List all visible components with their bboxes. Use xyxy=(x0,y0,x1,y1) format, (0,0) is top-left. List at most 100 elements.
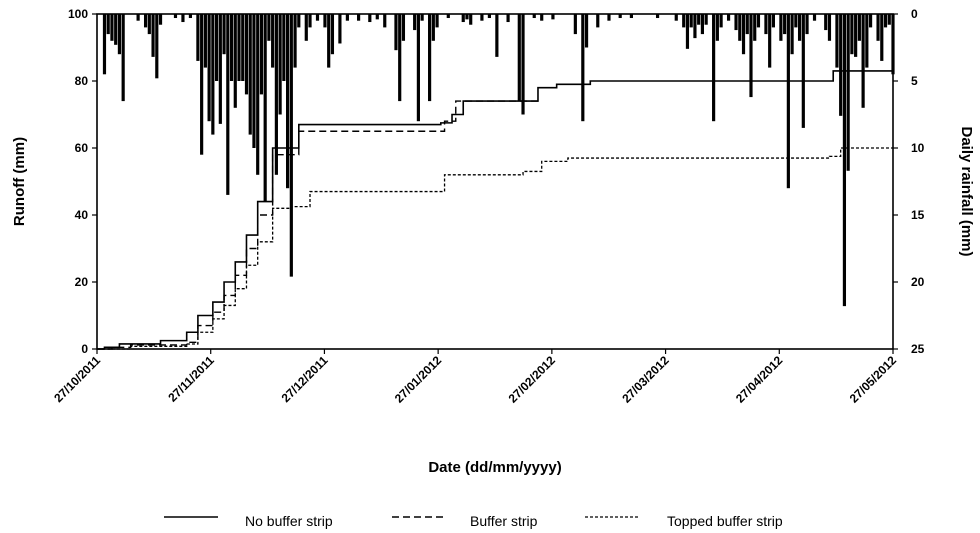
rainfall-bar xyxy=(229,14,234,81)
rainfall-bar xyxy=(715,14,719,41)
y-tick-label: 0 xyxy=(81,342,88,356)
rainfall-bar xyxy=(805,14,809,35)
rainfall-bar xyxy=(420,14,424,21)
y2-tick-label: 10 xyxy=(911,141,925,155)
rainfall-bar xyxy=(839,14,843,116)
rainfall-bar xyxy=(345,14,349,21)
rainfall-bar xyxy=(357,14,361,21)
rainfall-bar xyxy=(431,14,435,41)
y2-tick-label: 20 xyxy=(911,275,925,289)
rainfall-bar xyxy=(517,14,521,102)
rainfall-bar xyxy=(143,14,148,28)
rainfall-bar xyxy=(282,14,286,81)
rainfall-bar xyxy=(573,14,577,35)
rainfall-bar xyxy=(846,14,850,171)
rainfall-bar xyxy=(114,14,118,45)
rainfall-bar xyxy=(435,14,439,28)
x-tick-label: 27/05/2012 xyxy=(847,353,900,406)
rainfall-bar xyxy=(398,14,402,102)
rainfall-bar xyxy=(693,14,697,39)
x-tick-label: 27/12/2011 xyxy=(279,353,331,405)
x-tick-label: 27/11/2011 xyxy=(165,353,217,405)
rainfall-bar xyxy=(607,14,611,21)
rainfall-bar xyxy=(506,14,510,23)
rainfall-bar xyxy=(416,14,420,122)
rainfall-bar xyxy=(682,14,686,28)
rainfall-bar xyxy=(540,14,544,21)
series-line xyxy=(97,147,893,350)
rainfall-bar xyxy=(581,14,585,122)
rainfall-bar xyxy=(726,14,731,21)
x-tick-label: 27/02/2012 xyxy=(506,353,559,406)
rainfall-bar xyxy=(248,14,252,135)
axes xyxy=(92,13,898,354)
rainfall-bar xyxy=(315,14,320,21)
rainfall-bar xyxy=(685,14,690,49)
legend-label: No buffer strip xyxy=(245,513,333,529)
rainfall-bar xyxy=(151,14,155,57)
rainfall-bar xyxy=(446,14,450,19)
rainfall-bar xyxy=(330,14,335,55)
y-tick-label: 80 xyxy=(75,74,89,88)
rainfall-bar xyxy=(289,14,293,277)
rainfall-bar xyxy=(200,14,204,155)
rainfall-bar xyxy=(771,14,775,28)
rainfall-bars xyxy=(102,14,895,307)
rainfall-bar xyxy=(308,14,312,28)
rainfall-bar xyxy=(850,14,854,55)
rainfall-bar xyxy=(211,14,215,135)
rainfall-bar xyxy=(267,14,271,41)
rainfall-bar xyxy=(674,14,678,21)
rainfall-bar xyxy=(110,14,114,41)
x-axis-title: Date (dd/mm/yyyy) xyxy=(428,459,561,476)
x-tick-label: 27/01/2012 xyxy=(392,353,445,406)
rainfall-bar xyxy=(465,14,469,20)
rainfall-bar xyxy=(259,14,264,95)
rainfall-bar xyxy=(779,14,783,41)
rainfall-bar xyxy=(801,14,805,128)
y-tick-label: 20 xyxy=(75,275,89,289)
rainfall-bar xyxy=(222,14,226,55)
rainfall-bar xyxy=(868,14,873,28)
rainfall-bar xyxy=(741,14,746,55)
rainfall-bar xyxy=(147,14,151,35)
rainfall-bar xyxy=(121,14,125,102)
rainfall-bar xyxy=(173,14,178,19)
plot-frame xyxy=(96,13,894,350)
y-tick-label: 40 xyxy=(75,208,89,222)
rainfall-bar xyxy=(413,14,417,31)
rainfall-bar xyxy=(865,14,869,68)
rainfall-bar xyxy=(297,14,301,28)
rainfall-bar xyxy=(797,14,802,41)
x-tick-label: 27/10/2011 xyxy=(51,353,103,405)
y2-tick-label: 25 xyxy=(911,342,925,356)
rainfall-bar xyxy=(244,14,249,95)
rainfall-bar xyxy=(252,14,256,148)
y2-tick-label: 5 xyxy=(911,74,918,88)
rainfall-bar xyxy=(188,14,193,19)
rainfall-bar xyxy=(469,14,473,25)
rainfall-bar xyxy=(521,14,525,115)
rainfall-bar xyxy=(719,14,723,28)
rainfall-bar xyxy=(102,14,107,75)
rainfall-bar xyxy=(756,14,761,28)
rainfall-bar xyxy=(226,14,230,195)
rainfall-bar xyxy=(655,14,660,19)
series-line xyxy=(97,69,894,350)
y-axis-title: Runoff (mm) xyxy=(11,137,28,226)
rainfall-bar xyxy=(700,14,704,35)
rainfall-bar xyxy=(218,14,222,124)
rainfall-bar xyxy=(861,14,865,108)
rainfall-bar xyxy=(842,14,847,307)
rainfall-bar xyxy=(323,14,327,28)
rainfall-bar xyxy=(783,14,787,35)
rainfall-bar xyxy=(827,14,832,41)
rainfall-bar xyxy=(304,14,308,41)
rainfall-bar xyxy=(338,14,342,44)
rainfall-bar xyxy=(274,14,278,175)
y2-axis-title: Daily rainfall (mm) xyxy=(958,126,975,256)
rainfall-bar xyxy=(887,14,891,25)
rainfall-bar xyxy=(158,14,163,25)
y-tick-label: 60 xyxy=(75,141,89,155)
